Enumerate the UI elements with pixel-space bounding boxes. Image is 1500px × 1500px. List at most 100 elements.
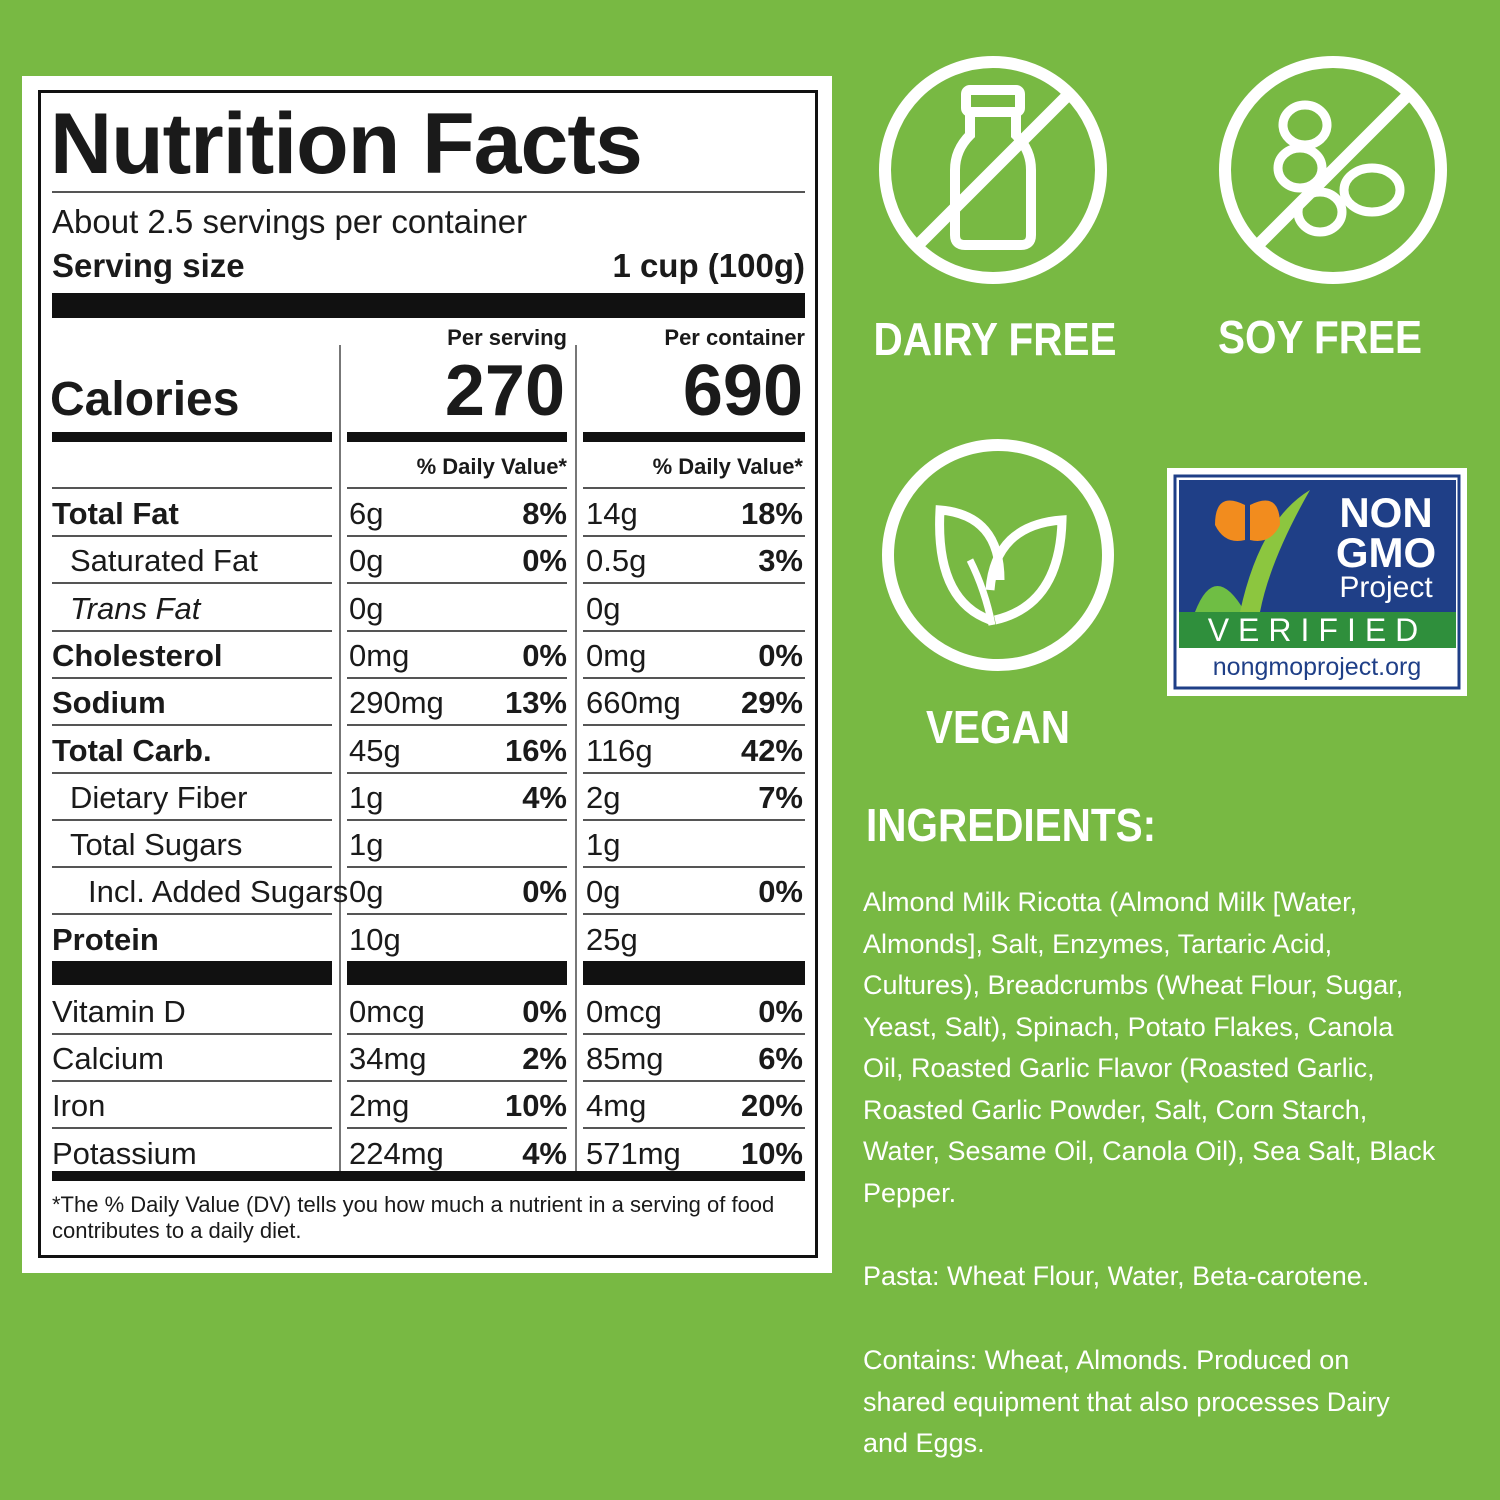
container-dv: 10%	[740, 1135, 803, 1171]
rule	[347, 629, 567, 632]
calorie-bar	[347, 432, 567, 442]
rule	[583, 1033, 805, 1035]
serving-amount: 0g	[349, 543, 384, 579]
calories-container: 690	[682, 351, 803, 431]
badge: SOY FREE	[1218, 311, 1422, 363]
footnote: *The % Daily Value (DV) tells you how mu…	[52, 1192, 775, 1243]
container-amount: 0.5g	[586, 543, 647, 579]
rule	[52, 1080, 332, 1083]
nutrient-label: Incl. Added Sugars	[88, 874, 349, 910]
rule	[52, 487, 332, 489]
rule	[347, 535, 567, 537]
rule	[347, 866, 567, 869]
rule	[347, 676, 567, 679]
container-dv: 18%	[740, 496, 803, 531]
container-amount: 4mg	[586, 1088, 647, 1124]
rule	[52, 191, 805, 193]
per-container: Per container	[664, 325, 805, 350]
column-divider	[575, 345, 577, 1177]
rule	[52, 818, 332, 821]
serving-amount: 34mg	[349, 1041, 427, 1077]
per-serving: Per serving	[447, 325, 567, 350]
non-gmo-logo	[1167, 468, 1467, 696]
thick-bar	[52, 293, 805, 318]
serving-dv: 2%	[522, 1041, 567, 1077]
rule	[583, 487, 805, 489]
rule	[52, 676, 332, 679]
nutrition-border	[38, 90, 818, 1258]
non-gmo-url: nongmoproject.org	[1212, 653, 1422, 681]
rule	[52, 724, 332, 727]
rule	[583, 582, 805, 585]
container-dv: 0%	[758, 637, 803, 673]
nutrient-label: Vitamin D	[52, 994, 186, 1029]
rule	[583, 818, 805, 821]
serving-size-label: Serving size	[52, 247, 245, 284]
rule	[52, 913, 332, 916]
nutrition-title: Nutrition Facts	[50, 96, 643, 192]
rule	[583, 913, 805, 916]
rule	[347, 487, 567, 489]
nutrient-label: Protein	[52, 921, 159, 957]
servings: About 2.5 servings per container	[52, 203, 528, 240]
container-amount: 85mg	[586, 1041, 664, 1077]
vegan-icon	[882, 439, 1114, 671]
nutrient-label: Sodium	[52, 685, 166, 721]
rule	[52, 771, 332, 774]
rule	[347, 1127, 567, 1130]
nutrient-label: Saturated Fat	[70, 543, 258, 579]
rule	[347, 913, 567, 916]
container-dv: 7%	[758, 779, 803, 815]
container-amount: 571mg	[586, 1135, 681, 1171]
ingredients-text: Almond Milk Ricotta (Almond Milk [Water,…	[863, 887, 1436, 1208]
rule	[347, 724, 567, 727]
ingredients-text: Contains: Wheat, Almonds. Produced on sh…	[863, 1345, 1390, 1458]
serving-amount: 1g	[349, 827, 384, 863]
container-dv: 6%	[758, 1041, 803, 1077]
calories-serving: 270	[444, 351, 565, 431]
container-amount: 1g	[586, 827, 621, 863]
serving-dv: 8%	[522, 496, 567, 531]
rule	[583, 866, 805, 869]
container-dv: 29%	[740, 685, 803, 721]
dv-header: % Daily Value*	[652, 454, 803, 479]
thick-bar	[52, 961, 332, 985]
serving-dv: 4%	[522, 1135, 567, 1171]
serving-amount: 0mcg	[349, 994, 425, 1029]
calories-label: Calories	[50, 373, 240, 426]
rule	[583, 1080, 805, 1083]
soy-icon	[1219, 56, 1447, 284]
column-divider	[339, 345, 341, 1177]
rule	[52, 629, 332, 632]
rule	[52, 866, 332, 869]
thick-bar	[347, 961, 567, 985]
rule	[347, 771, 567, 774]
rule	[52, 535, 332, 537]
non-gmo-line1: NON	[1339, 489, 1433, 536]
serving-amount: 6g	[349, 496, 384, 531]
serving-amount: 10g	[349, 921, 401, 957]
nutrient-label: Cholesterol	[52, 637, 223, 673]
container-amount: 2g	[586, 779, 621, 815]
nutrient-label: Total Sugars	[70, 827, 243, 863]
rule	[347, 1080, 567, 1083]
container-amount: 14g	[586, 496, 638, 531]
nutrient-label: Calcium	[52, 1041, 164, 1077]
rule	[347, 818, 567, 821]
nutrient-label: Total Carb.	[52, 732, 212, 768]
container-amount: 0mcg	[586, 994, 662, 1029]
serving-dv: 13%	[504, 685, 567, 721]
badge: VEGAN	[926, 701, 1070, 753]
container-dv: 3%	[758, 543, 803, 579]
serving-amount: 0g	[349, 874, 384, 910]
thick-bar	[583, 961, 805, 985]
container-dv: 0%	[758, 994, 803, 1029]
rule	[52, 1033, 332, 1035]
rule	[583, 1127, 805, 1130]
ingredients-text: Pasta: Wheat Flour, Water, Beta-carotene…	[863, 1261, 1370, 1291]
rule	[347, 1033, 567, 1035]
serving-amount: 290mg	[349, 685, 444, 721]
non-gmo-line3: Project	[1339, 571, 1433, 604]
